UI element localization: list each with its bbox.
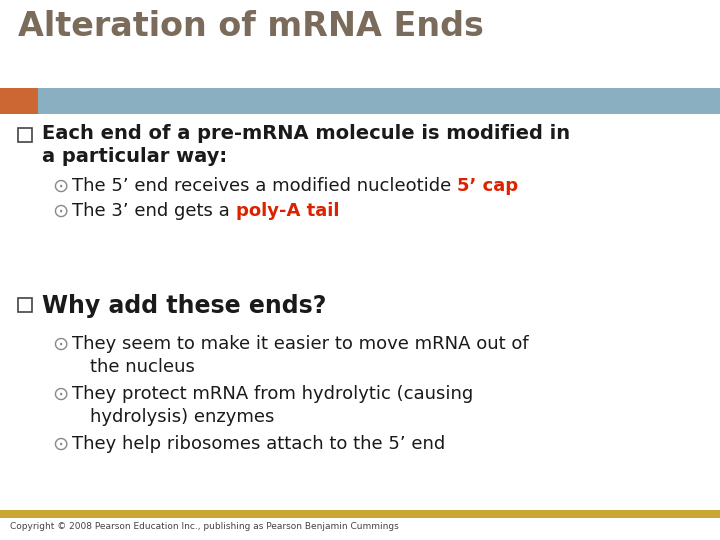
Text: 5’ cap: 5’ cap [457,177,518,195]
Text: Alteration of mRNA Ends: Alteration of mRNA Ends [18,10,484,43]
Text: Copyright © 2008 Pearson Education Inc., publishing as Pearson Benjamin Cummings: Copyright © 2008 Pearson Education Inc.,… [10,522,399,531]
Text: poly-A tail: poly-A tail [235,202,339,220]
Bar [0,88,38,114]
Bar [18,298,32,312]
Text: Each end of a pre-mRNA molecule is modified in: Each end of a pre-mRNA molecule is modif… [42,124,570,143]
Text: a particular way:: a particular way: [42,147,227,166]
Bar [0,88,720,114]
Text: the nucleus: the nucleus [90,358,195,376]
Text: ⊙: ⊙ [52,435,68,454]
Text: ⊙: ⊙ [52,202,68,221]
Bar [0,510,720,518]
Text: The 5’ end receives a modified nucleotide: The 5’ end receives a modified nucleotid… [72,177,457,195]
Text: ⊙: ⊙ [52,335,68,354]
Text: ⊙: ⊙ [52,177,68,196]
Text: Why add these ends?: Why add these ends? [42,294,326,318]
Bar [18,128,32,142]
Text: They protect mRNA from hydrolytic (causing: They protect mRNA from hydrolytic (causi… [72,385,473,403]
Text: They seem to make it easier to move mRNA out of: They seem to make it easier to move mRNA… [72,335,528,353]
Text: They help ribosomes attach to the 5’ end: They help ribosomes attach to the 5’ end [72,435,445,453]
Text: The 3’ end gets a: The 3’ end gets a [72,202,235,220]
Text: hydrolysis) enzymes: hydrolysis) enzymes [90,408,274,426]
Text: ⊙: ⊙ [52,385,68,404]
